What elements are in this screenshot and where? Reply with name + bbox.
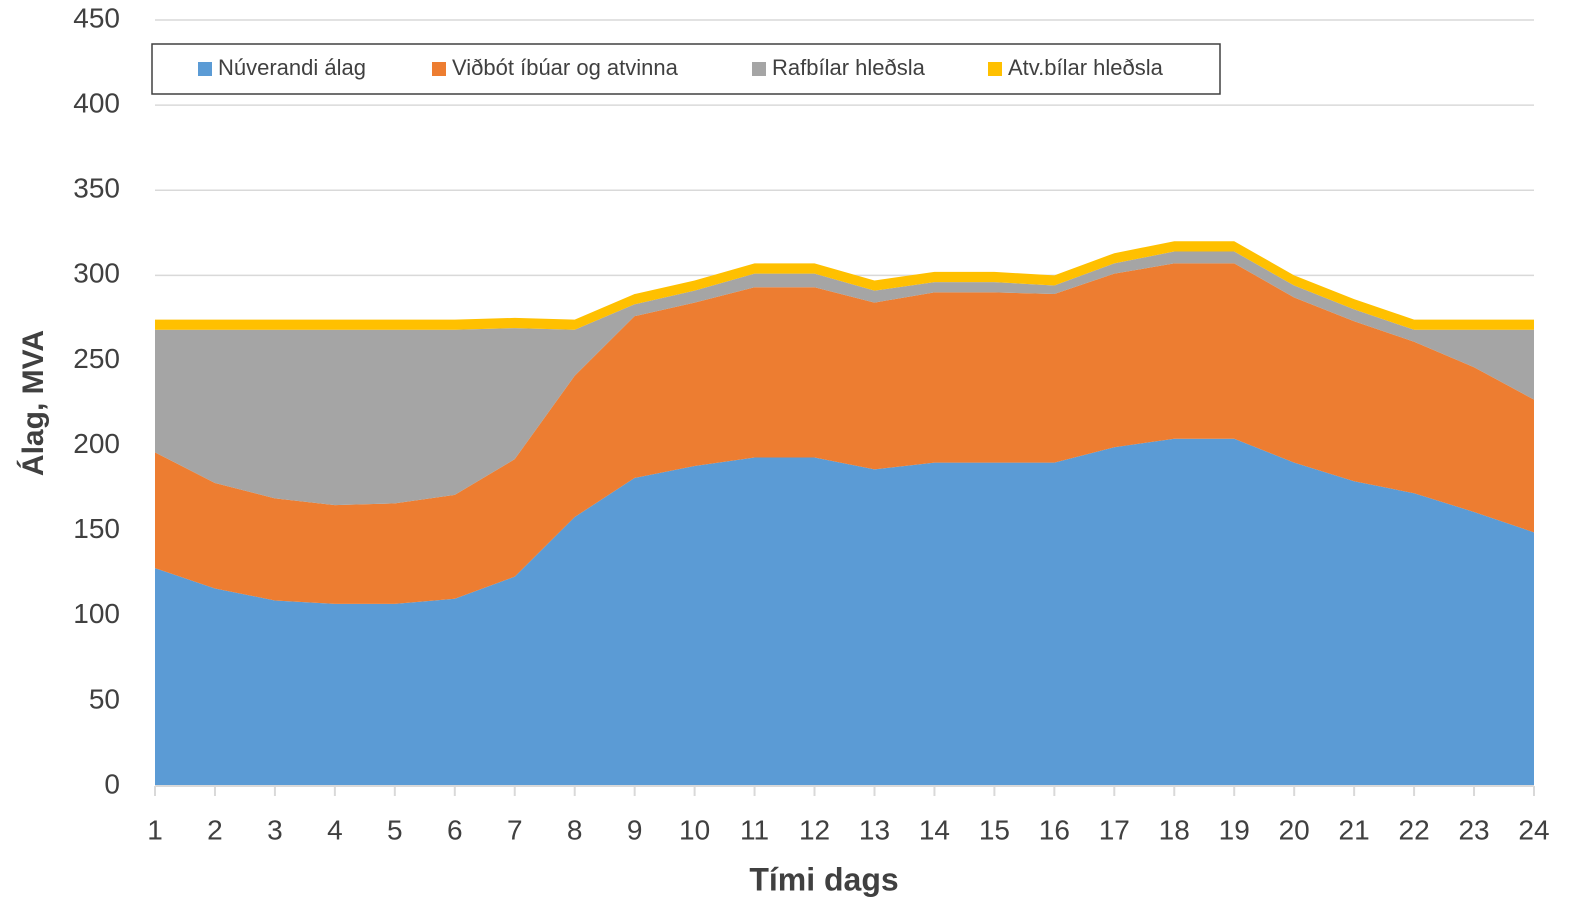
- area: [155, 438, 1534, 786]
- y-tick-label: 150: [73, 513, 120, 544]
- legend-label: Viðbót íbúar og atvinna: [452, 55, 679, 80]
- legend-swatch: [988, 62, 1002, 76]
- y-tick-label: 0: [104, 768, 120, 799]
- x-tick-label: 20: [1279, 814, 1310, 845]
- legend-label: Núverandi álag: [218, 55, 366, 80]
- x-tick-label: 17: [1099, 814, 1130, 845]
- x-tick-label: 15: [979, 814, 1010, 845]
- x-tick-label: 10: [679, 814, 710, 845]
- y-tick-label: 300: [73, 258, 120, 289]
- legend-label: Rafbílar hleðsla: [772, 55, 926, 80]
- y-tick-label: 450: [73, 2, 120, 33]
- x-axis-label: Tími dags: [749, 861, 898, 897]
- legend-label: Atv.bílar hleðsla: [1008, 55, 1164, 80]
- y-axis-label: Álag, MVA: [16, 330, 50, 476]
- area: [155, 241, 1534, 330]
- x-tick-label: 6: [447, 814, 463, 845]
- x-tick-label: 16: [1039, 814, 1070, 845]
- y-tick-label: 200: [73, 428, 120, 459]
- legend-swatch: [752, 62, 766, 76]
- x-tick-label: 14: [919, 814, 950, 845]
- y-tick-label: 50: [89, 683, 120, 714]
- x-tick-label: 23: [1458, 814, 1489, 845]
- x-tick-label: 19: [1219, 814, 1250, 845]
- y-tick-label: 350: [73, 173, 120, 204]
- x-tick-label: 11: [740, 814, 769, 845]
- legend-swatch: [198, 62, 212, 76]
- x-tick-label: 22: [1399, 814, 1430, 845]
- x-tick-label: 12: [799, 814, 830, 845]
- x-tick-label: 13: [859, 814, 890, 845]
- legend-swatch: [432, 62, 446, 76]
- y-tick-label: 250: [73, 343, 120, 374]
- x-tick-label: 9: [627, 814, 643, 845]
- x-tick-label: 7: [507, 814, 523, 845]
- x-tick-label: 24: [1518, 814, 1549, 845]
- x-tick-label: 5: [387, 814, 403, 845]
- legend-box: [151, 43, 1221, 95]
- area: [155, 263, 1534, 604]
- x-tick-label: 1: [147, 814, 163, 845]
- x-tick-label: 2: [207, 814, 223, 845]
- area: [155, 251, 1534, 506]
- x-tick-label: 3: [267, 814, 283, 845]
- y-tick-label: 100: [73, 598, 120, 629]
- x-tick-label: 8: [567, 814, 583, 845]
- y-tick-label: 400: [73, 88, 120, 119]
- x-tick-label: 4: [327, 814, 343, 845]
- x-tick-label: 18: [1159, 814, 1190, 845]
- x-tick-label: 21: [1339, 814, 1370, 845]
